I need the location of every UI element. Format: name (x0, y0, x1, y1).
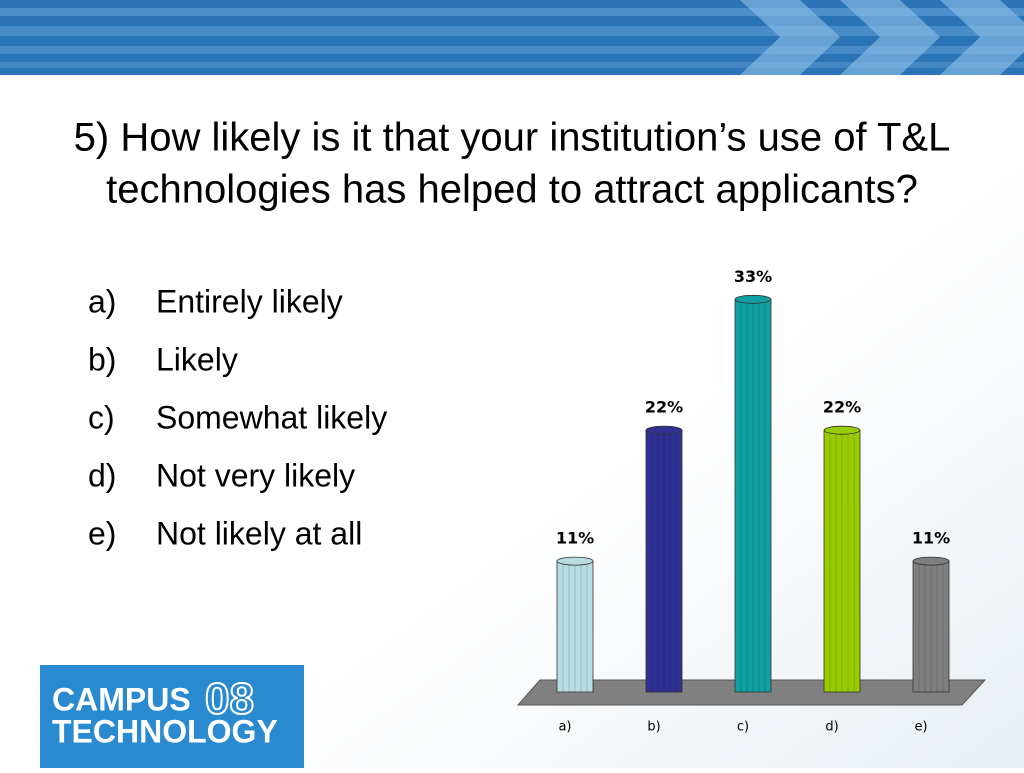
value-label: 22% (823, 398, 861, 417)
bar-top (556, 556, 594, 566)
x-tick-label: a) (558, 720, 571, 735)
list-text: Likely (156, 341, 238, 377)
logo-word: CAMPUS (52, 681, 191, 717)
x-tick-label: c) (737, 720, 749, 735)
title-line: 5) How likely is it that your institutio… (74, 116, 951, 160)
list-marker: c) (88, 399, 115, 435)
bar (912, 560, 950, 693)
title-line: technologies has helped to attract appli… (106, 168, 918, 212)
list-marker: d) (88, 457, 116, 493)
bar-top (912, 556, 950, 566)
logo-word: TECHNOLOGY (52, 713, 278, 749)
logo-number: 08 (205, 675, 254, 724)
list-marker: a) (88, 283, 116, 319)
x-tick-label: b) (647, 720, 660, 735)
bar (823, 429, 861, 693)
bar (556, 560, 594, 693)
list-text: Not likely at all (156, 515, 362, 551)
x-tick-label: e) (914, 720, 927, 735)
bar-top (823, 425, 861, 435)
value-label: 11% (912, 529, 950, 548)
list-text: Not very likely (156, 457, 355, 493)
list-marker: e) (88, 515, 116, 551)
logo: CAMPUS 08 TECHNOLOGY (40, 665, 304, 768)
value-label: 11% (556, 529, 594, 548)
answer-list: a) Entirely likely b) Likely c) Somewhat like… (88, 283, 387, 551)
list-text: Somewhat likely (156, 399, 387, 435)
x-tick-label: d) (825, 720, 838, 735)
bar-top (645, 425, 683, 435)
value-label: 33% (734, 267, 772, 286)
bar (645, 429, 683, 693)
bar (734, 298, 772, 693)
header-banner (0, 0, 1024, 75)
value-label: 22% (645, 398, 683, 417)
chart: 11% a) 22% b) 33% c) 22% d) 11% e) (556, 267, 950, 735)
list-marker: b) (88, 341, 116, 377)
list-text: Entirely likely (156, 283, 343, 319)
bar-top (734, 294, 772, 304)
